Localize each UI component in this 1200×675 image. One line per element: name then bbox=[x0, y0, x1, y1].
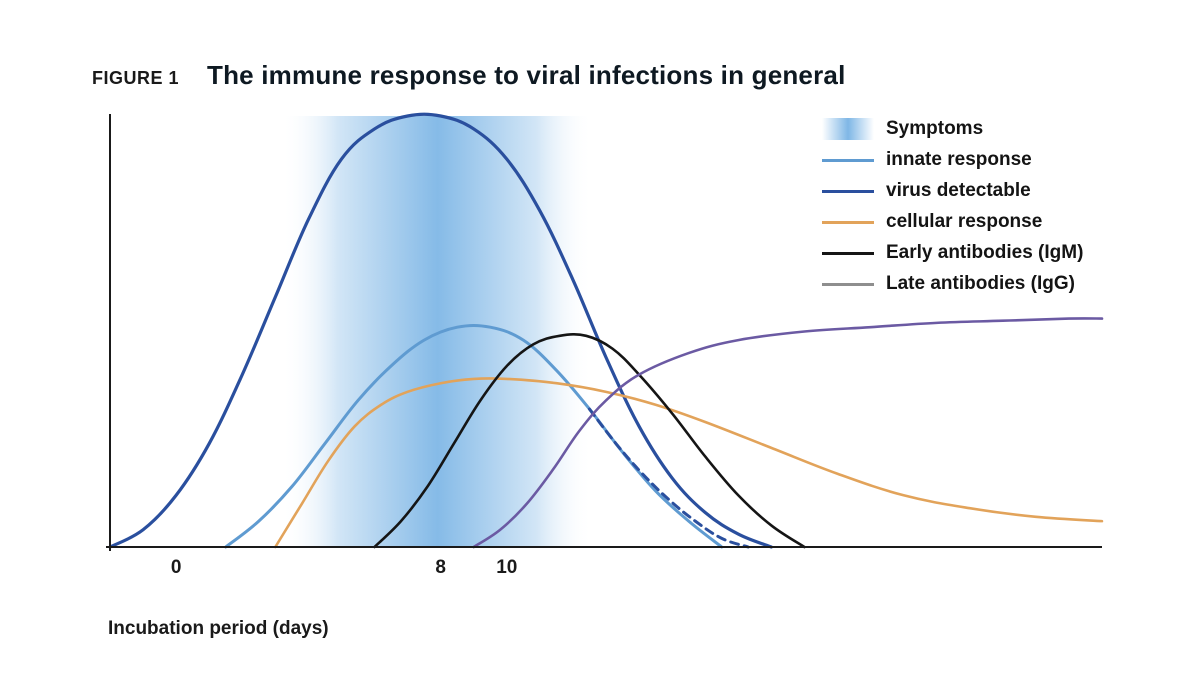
legend-label: virus detectable bbox=[886, 180, 1031, 202]
legend-swatch-line bbox=[822, 252, 874, 255]
legend-item: innate response bbox=[822, 144, 1162, 175]
x-tick-label: 0 bbox=[171, 557, 182, 578]
x-tick-label: 8 bbox=[435, 557, 446, 578]
legend-swatch-line bbox=[822, 221, 874, 224]
legend-item: Early antibodies (IgM) bbox=[822, 237, 1162, 268]
legend-item: Symptoms bbox=[822, 113, 1162, 144]
legend-item: cellular response bbox=[822, 206, 1162, 237]
x-tick-label: 10 bbox=[496, 557, 517, 578]
legend-item: virus detectable bbox=[822, 175, 1162, 206]
legend-label: Late antibodies (IgG) bbox=[886, 273, 1075, 295]
legend: Symptoms innate response virus detectable c… bbox=[822, 113, 1162, 299]
figure-page: FIGURE 1 The immune response to viral in… bbox=[0, 0, 1200, 675]
figure-title: The immune response to viral infections … bbox=[207, 60, 845, 91]
legend-swatch-line bbox=[822, 190, 874, 193]
legend-label: Early antibodies (IgM) bbox=[886, 242, 1083, 264]
legend-label: innate response bbox=[886, 149, 1032, 171]
legend-label: Symptoms bbox=[886, 118, 983, 140]
legend-item: Late antibodies (IgG) bbox=[822, 268, 1162, 299]
legend-swatch-line bbox=[822, 159, 874, 162]
legend-swatch-line bbox=[822, 283, 874, 286]
legend-label: cellular response bbox=[886, 211, 1042, 233]
x-axis-label: Incubation period (days) bbox=[108, 618, 329, 640]
figure-label: FIGURE 1 bbox=[92, 68, 179, 89]
legend-swatch-band bbox=[822, 118, 874, 140]
figure-header: FIGURE 1 The immune response to viral in… bbox=[92, 60, 846, 91]
